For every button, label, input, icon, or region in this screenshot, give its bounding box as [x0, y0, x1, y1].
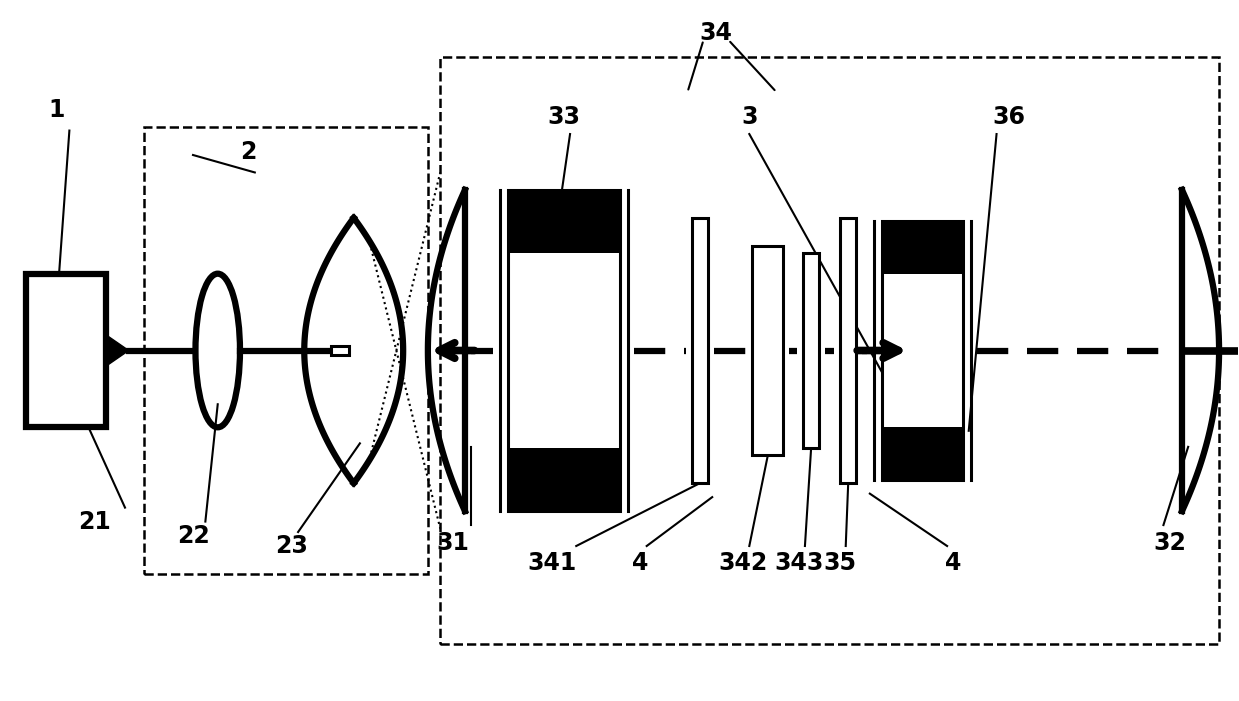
Bar	[840, 218, 856, 483]
Polygon shape	[107, 335, 129, 366]
Text: 343: 343	[774, 552, 824, 576]
Text: 33: 33	[548, 104, 580, 128]
Bar	[508, 190, 620, 511]
Text: 22: 22	[177, 524, 209, 547]
Bar	[803, 253, 819, 448]
Text: 35: 35	[823, 552, 856, 576]
Text: 4: 4	[945, 552, 961, 576]
Text: 36: 36	[992, 104, 1026, 128]
Text: 342: 342	[719, 552, 768, 576]
Text: 341: 341	[527, 552, 576, 576]
Bar	[691, 218, 707, 483]
Text: 2: 2	[240, 139, 256, 163]
Text: 21: 21	[78, 510, 110, 533]
Text: 3: 3	[741, 104, 757, 128]
Text: 4: 4	[632, 552, 649, 576]
Text: 34: 34	[700, 21, 732, 45]
Bar	[882, 222, 963, 479]
Text: 31: 31	[436, 531, 470, 554]
Bar	[26, 273, 107, 428]
Bar	[882, 428, 963, 479]
Bar	[882, 222, 963, 273]
Bar	[440, 57, 1219, 644]
Bar	[508, 448, 620, 511]
Bar	[144, 127, 427, 574]
Text: 23: 23	[275, 534, 309, 558]
Bar	[332, 346, 348, 355]
Bar	[752, 246, 783, 455]
Bar	[508, 190, 620, 253]
Text: 1: 1	[48, 97, 66, 121]
Text: 32: 32	[1154, 531, 1186, 554]
